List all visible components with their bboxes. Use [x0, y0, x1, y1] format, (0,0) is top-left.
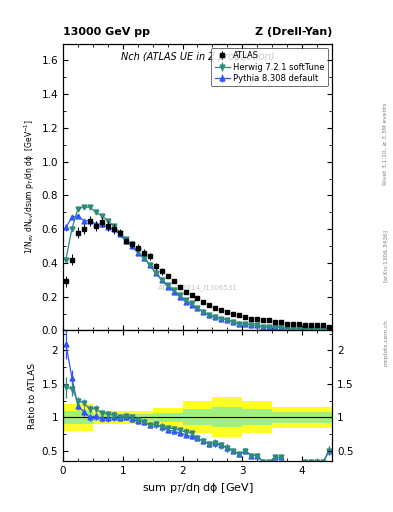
Text: Rivet 3.1.10, ≥ 3.3M events: Rivet 3.1.10, ≥ 3.3M events	[383, 102, 388, 185]
Text: Nch (ATLAS UE in Z production): Nch (ATLAS UE in Z production)	[121, 52, 274, 62]
Legend: ATLAS, Herwig 7.2.1 softTune, Pythia 8.308 default: ATLAS, Herwig 7.2.1 softTune, Pythia 8.3…	[211, 48, 328, 87]
Text: Z (Drell-Yan): Z (Drell-Yan)	[255, 27, 332, 37]
Y-axis label: 1/N$_{ev}$ dN$_{ev}$/dsum p$_T$/dη dϕ  [GeV$^{-1}$]: 1/N$_{ev}$ dN$_{ev}$/dsum p$_T$/dη dϕ [G…	[23, 119, 37, 254]
Text: ATLAS_2014_I1306531: ATLAS_2014_I1306531	[158, 284, 237, 291]
Text: [arXiv:1306.3436]: [arXiv:1306.3436]	[383, 229, 388, 283]
Text: 13000 GeV pp: 13000 GeV pp	[63, 27, 150, 37]
X-axis label: sum p$_T$/dη dϕ [GeV]: sum p$_T$/dη dϕ [GeV]	[141, 481, 253, 495]
Y-axis label: Ratio to ATLAS: Ratio to ATLAS	[28, 362, 37, 429]
Text: mcplots.cern.ch: mcplots.cern.ch	[383, 319, 388, 367]
